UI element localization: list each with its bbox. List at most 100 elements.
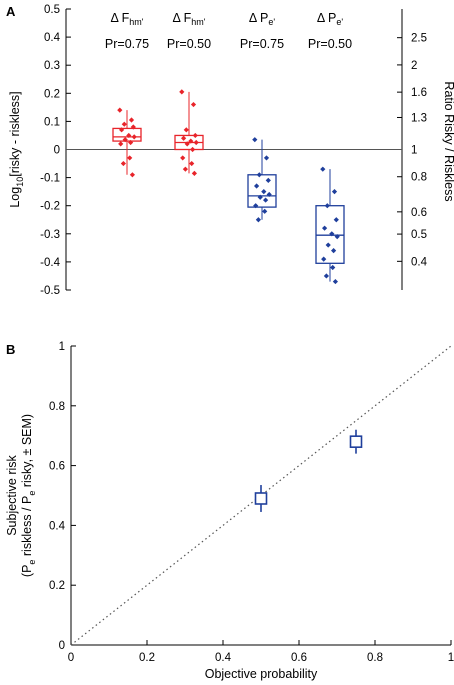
y-tick-label: -0.3 <box>40 229 60 241</box>
y-tick-label: 1 <box>59 341 65 353</box>
data-point <box>263 197 269 203</box>
square-marker <box>349 435 363 448</box>
y2-axis-label: Ratio Risky / Riskless <box>442 81 454 201</box>
panel-b-points <box>254 429 363 512</box>
data-point <box>255 217 261 223</box>
data-point <box>263 155 270 161</box>
data-point <box>181 135 187 141</box>
data-point <box>117 107 123 113</box>
x-tick-label: 0.6 <box>291 652 307 664</box>
y-tick-label: -0.5 <box>40 285 60 297</box>
y-axis-label-main: Log <box>8 187 22 208</box>
y-axis-label: Log10[risky - riskless] <box>8 91 25 207</box>
column-label-variable: Δ Fhm' <box>172 11 205 27</box>
y-tick-label: 0 <box>54 145 60 157</box>
y2-tick-label: 1.3 <box>411 112 427 124</box>
data-point <box>188 138 194 144</box>
column-label-var: P <box>328 11 336 25</box>
data-point <box>349 429 363 454</box>
data-point <box>324 203 330 209</box>
data-point <box>333 217 339 223</box>
y-axis-label-rest: [risky - riskless] <box>8 91 22 176</box>
data-point <box>322 225 328 231</box>
data-point <box>323 273 329 279</box>
y-axis-label-line1: Subjective risk <box>5 454 19 535</box>
y2-tick-label: 0.4 <box>411 256 428 268</box>
data-point <box>191 170 197 176</box>
y-tick-label: 0.2 <box>44 88 60 100</box>
y2-tick-label: 1 <box>411 145 417 157</box>
y-label-mid: riskless / P <box>20 496 34 560</box>
data-point <box>129 172 135 178</box>
data-point <box>120 160 126 167</box>
column-label-sub: hm' <box>191 17 206 27</box>
x-tick-label: 0.8 <box>367 652 383 664</box>
x-tick-label: 1 <box>448 652 454 664</box>
column-label-pr: Pr=0.75 <box>240 37 284 51</box>
data-point <box>183 127 189 133</box>
data-point <box>192 132 198 139</box>
x-tick-label: 0 <box>68 652 74 664</box>
y-axis-label-line2: (Pe riskless / Pe risky, ± SEM) <box>20 414 37 577</box>
data-point <box>184 141 190 147</box>
data-point <box>254 183 260 189</box>
data-point <box>119 127 125 133</box>
data-point <box>190 101 197 108</box>
column-label-sub: hm' <box>129 17 144 27</box>
data-point <box>331 248 337 254</box>
data-point <box>330 264 336 271</box>
data-point <box>179 89 185 95</box>
y2-tick-label: 2.5 <box>411 33 427 45</box>
panel-b: B 0 0.2 0.4 0.6 0.8 1 0 0.2 0.4 0.6 0.8 1 Objective… <box>5 341 454 681</box>
panel-b-labels: Objective probability Subjective risk(Pe … <box>5 414 318 681</box>
data-point <box>331 189 338 195</box>
data-point <box>321 256 327 262</box>
data-point <box>332 278 338 285</box>
data-point <box>121 121 127 127</box>
box <box>112 127 142 142</box>
y-label-sub1: e <box>27 560 37 565</box>
y-tick-label: 0.8 <box>49 401 65 413</box>
y2-tick-label: 2 <box>411 60 417 72</box>
panel-a-labels: Δ Fhm' Pr=0.75 Δ Fhm' Pr=0.50 Δ Pe' Pr=0.75 Δ … <box>105 11 352 51</box>
y-tick-label: 0.5 <box>44 4 60 16</box>
data-point <box>189 160 195 167</box>
data-point <box>329 231 335 237</box>
column-label-delta: Δ <box>172 11 183 25</box>
data-point <box>325 242 331 248</box>
x-axis-label: Objective probability <box>205 667 318 681</box>
column-label-var: P <box>260 11 268 25</box>
y-axis-label-sub: 10 <box>15 177 25 187</box>
y-label-open: (P <box>20 565 34 578</box>
box-group <box>174 89 204 176</box>
data-point <box>131 134 137 140</box>
data-point <box>122 137 128 143</box>
column-label-delta: Δ <box>249 11 260 25</box>
y2-tick-label: 1.6 <box>411 87 427 99</box>
data-point <box>320 166 326 172</box>
column-label-delta: Δ <box>110 11 121 25</box>
data-point <box>261 189 267 195</box>
data-point <box>334 234 340 240</box>
panel-a-boxes <box>112 89 345 285</box>
box <box>315 205 345 264</box>
box <box>247 174 277 208</box>
x-tick-label: 0.4 <box>215 652 232 664</box>
column-label-variable: Δ Pe' <box>249 11 275 27</box>
box-group <box>112 107 142 178</box>
y-tick-label: 0.6 <box>49 461 65 473</box>
data-point <box>257 194 263 200</box>
column-label-delta: Δ <box>317 11 328 25</box>
data-point <box>190 146 196 153</box>
y-label-rest: risky, ± SEM) <box>20 414 34 491</box>
y-tick-label: -0.2 <box>40 201 60 213</box>
y2-tick-label: 0.8 <box>411 172 427 184</box>
panel-a-axes: -0.5 -0.4 -0.3 -0.2 -0.1 0 0.1 0.2 0.3 0.4 0.5 0.4 0… <box>8 4 454 297</box>
square-marker <box>254 492 268 505</box>
data-point <box>193 139 199 146</box>
data-point <box>254 485 268 512</box>
box-group <box>315 166 345 285</box>
column-label-variable: Δ Pe' <box>317 11 343 27</box>
data-point <box>118 141 124 147</box>
data-point <box>252 137 258 143</box>
